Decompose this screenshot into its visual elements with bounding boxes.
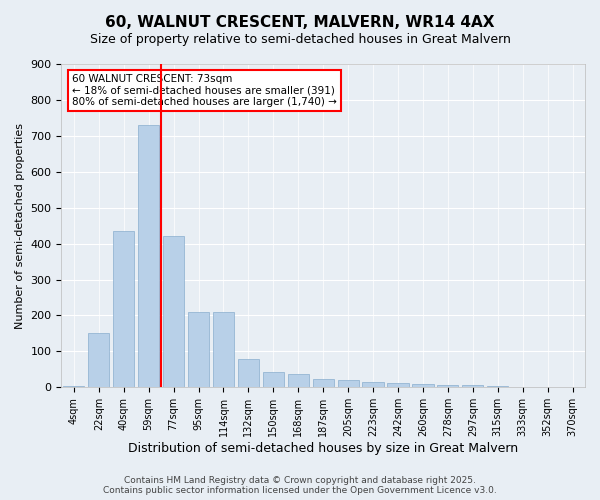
Bar xyxy=(462,385,484,388)
X-axis label: Distribution of semi-detached houses by size in Great Malvern: Distribution of semi-detached houses by … xyxy=(128,442,518,455)
Bar xyxy=(213,312,234,388)
Bar xyxy=(313,380,334,388)
Bar xyxy=(512,386,533,388)
Bar xyxy=(63,386,85,388)
Bar xyxy=(238,358,259,388)
Bar xyxy=(437,385,458,388)
Text: 60 WALNUT CRESCENT: 73sqm
← 18% of semi-detached houses are smaller (391)
80% of: 60 WALNUT CRESCENT: 73sqm ← 18% of semi-… xyxy=(72,74,337,107)
Y-axis label: Number of semi-detached properties: Number of semi-detached properties xyxy=(15,122,25,328)
Bar xyxy=(487,386,508,388)
Bar xyxy=(287,374,309,388)
Bar xyxy=(362,382,383,388)
Text: Size of property relative to semi-detached houses in Great Malvern: Size of property relative to semi-detach… xyxy=(89,32,511,46)
Bar xyxy=(412,384,434,388)
Text: Contains HM Land Registry data © Crown copyright and database right 2025.
Contai: Contains HM Land Registry data © Crown c… xyxy=(103,476,497,495)
Bar xyxy=(388,384,409,388)
Text: 60, WALNUT CRESCENT, MALVERN, WR14 4AX: 60, WALNUT CRESCENT, MALVERN, WR14 4AX xyxy=(105,15,495,30)
Bar xyxy=(188,312,209,388)
Bar xyxy=(88,334,109,388)
Bar xyxy=(138,125,159,388)
Bar xyxy=(113,231,134,388)
Bar xyxy=(163,236,184,388)
Bar xyxy=(338,380,359,388)
Bar xyxy=(263,372,284,388)
